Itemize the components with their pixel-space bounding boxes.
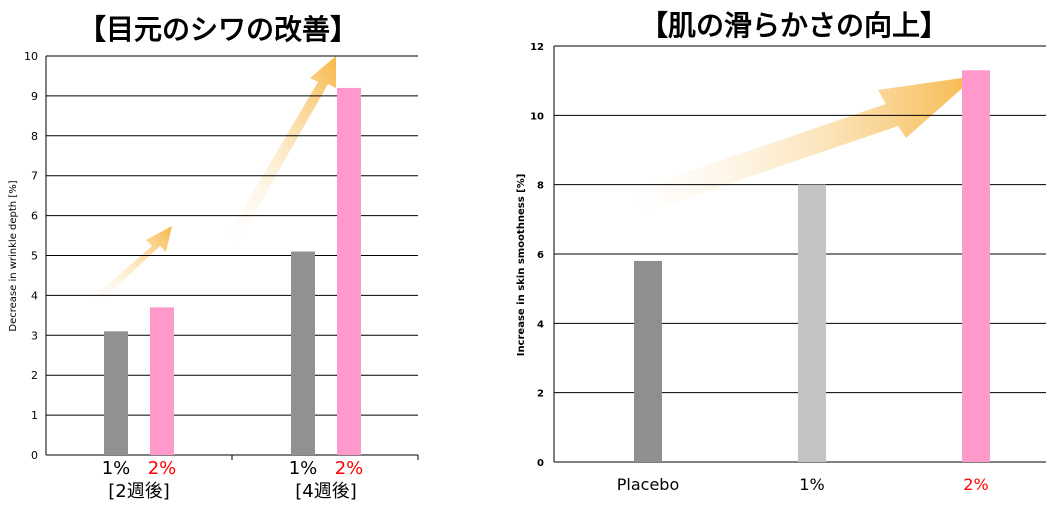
- left-x-tick-label: 2%: [335, 458, 364, 479]
- left-arrow-small-icon: [90, 226, 172, 304]
- right-arrow-icon: [634, 76, 976, 214]
- left-bar: [337, 87, 361, 456]
- left-x-tick-label: 1%: [289, 458, 318, 479]
- left-y-tick-label: 5: [31, 250, 38, 263]
- left-arrow-large-icon: [226, 56, 336, 242]
- left-x-tick-label: 1%: [102, 458, 131, 479]
- left-y-tick-label: 0: [31, 449, 38, 462]
- left-y-tick-label: 9: [31, 90, 38, 103]
- left-y-tick-label: 8: [31, 130, 38, 143]
- left-bar: [104, 331, 128, 455]
- right-bar: [634, 260, 662, 462]
- left-y-axis-label: Decrease in wrinkle depth [%]: [8, 180, 19, 331]
- left-y-tick-label: 3: [31, 329, 38, 342]
- left-group-label: [2週後]: [108, 481, 170, 502]
- right-bar: [798, 184, 826, 462]
- left-group-label: [4週後]: [295, 481, 357, 502]
- left-y-tick-label: 1: [31, 409, 38, 422]
- right-chart-title: 【肌の滑らかさの向上】: [640, 9, 949, 42]
- left-y-tick-label: 6: [31, 210, 38, 223]
- right-y-tick-label: 4: [537, 319, 544, 330]
- right-x-tick-label: 1%: [799, 475, 824, 494]
- left-y-tick-label: 4: [31, 289, 38, 302]
- right-bar: [962, 70, 990, 463]
- left-bar: [291, 251, 315, 455]
- right-y-tick-label: 2: [537, 389, 544, 400]
- left-bar: [150, 307, 174, 455]
- left-y-tick-label: 7: [31, 170, 38, 183]
- right-y-tick-label: 8: [537, 181, 544, 192]
- left-chart-title: 【目元のシワの改善】: [78, 13, 359, 46]
- right-x-tick-label: Placebo: [617, 475, 679, 494]
- left-y-tick-label: 2: [31, 369, 38, 382]
- left-y-tick-label: 10: [24, 50, 38, 63]
- right-y-tick-label: 6: [537, 250, 544, 261]
- right-y-tick-label: 0: [537, 458, 544, 469]
- right-y-tick-label: 12: [530, 42, 544, 53]
- left-x-tick-label: 2%: [148, 458, 177, 479]
- right-x-tick-label: 2%: [963, 475, 988, 494]
- right-y-axis-label: Increase in skin smoothness [%]: [516, 174, 527, 357]
- right-y-tick-label: 10: [530, 111, 544, 122]
